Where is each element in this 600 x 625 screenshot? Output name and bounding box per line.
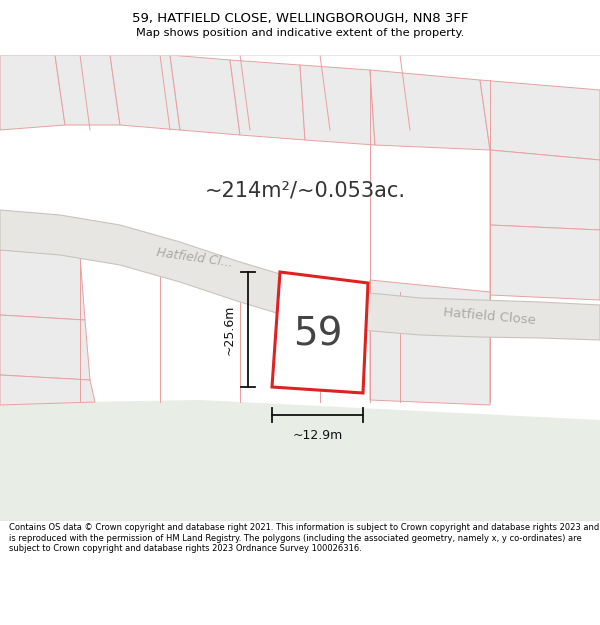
- Polygon shape: [480, 80, 600, 160]
- Polygon shape: [0, 250, 85, 320]
- Text: ~12.9m: ~12.9m: [292, 429, 343, 442]
- Polygon shape: [370, 280, 490, 405]
- Polygon shape: [55, 55, 120, 125]
- Text: Hatfield Close: Hatfield Close: [443, 306, 537, 328]
- Text: 59, HATFIELD CLOSE, WELLINGBOROUGH, NN8 3FF: 59, HATFIELD CLOSE, WELLINGBOROUGH, NN8 …: [132, 12, 468, 25]
- Text: 59: 59: [293, 316, 343, 354]
- Polygon shape: [0, 315, 90, 380]
- Polygon shape: [170, 55, 240, 135]
- Text: ~25.6m: ~25.6m: [223, 304, 236, 355]
- Polygon shape: [370, 70, 490, 150]
- Polygon shape: [300, 65, 375, 145]
- Text: Map shows position and indicative extent of the property.: Map shows position and indicative extent…: [136, 29, 464, 39]
- Polygon shape: [230, 60, 305, 140]
- Polygon shape: [490, 150, 600, 230]
- Text: ~214m²/~0.053ac.: ~214m²/~0.053ac.: [205, 180, 406, 200]
- Text: Contains OS data © Crown copyright and database right 2021. This information is : Contains OS data © Crown copyright and d…: [9, 523, 599, 553]
- Polygon shape: [0, 210, 600, 340]
- Polygon shape: [0, 55, 65, 130]
- Polygon shape: [110, 55, 180, 130]
- Polygon shape: [272, 272, 368, 393]
- Text: Hatfield Cl...: Hatfield Cl...: [156, 246, 234, 270]
- Polygon shape: [0, 400, 600, 520]
- Polygon shape: [0, 375, 95, 405]
- Polygon shape: [490, 225, 600, 300]
